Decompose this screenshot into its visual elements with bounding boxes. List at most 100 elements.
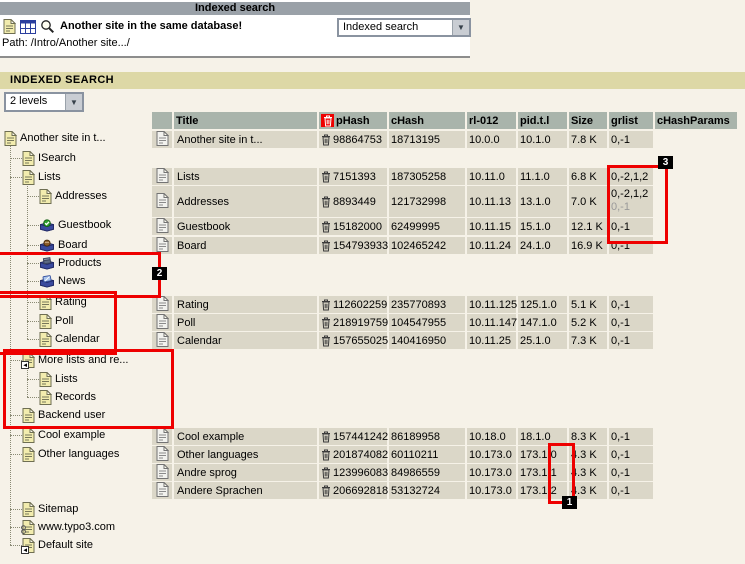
delete-icon[interactable] xyxy=(321,171,331,183)
tree-line xyxy=(27,178,28,339)
tree-item-cool-example[interactable]: Cool example xyxy=(22,427,105,443)
document-icon xyxy=(156,480,169,500)
tree-item-isearch[interactable]: ISearch xyxy=(22,150,76,166)
products-icon xyxy=(39,256,55,270)
row-rl012: 10.11.0 xyxy=(467,168,516,185)
tree-item-default-site[interactable]: Default site xyxy=(21,537,93,554)
chevron-down-icon: ▼ xyxy=(452,20,469,35)
row-grlist: 0,-1 xyxy=(609,482,653,499)
column-header-label: Size xyxy=(571,114,594,127)
tree-item-calendar[interactable]: Calendar xyxy=(39,331,100,347)
row-rl012: 10.11.15 xyxy=(467,218,516,235)
delete-icon[interactable] xyxy=(321,335,331,347)
row-page-icon-cell xyxy=(152,312,172,331)
delete-icon[interactable] xyxy=(321,240,331,252)
page-icon xyxy=(39,331,52,347)
tree-item-lists[interactable]: Lists xyxy=(39,371,78,387)
page-icon xyxy=(22,501,35,517)
delete-icon[interactable] xyxy=(321,449,331,461)
column-header-label: pid.t.l xyxy=(520,114,550,127)
tree-item-other-languages[interactable]: Other languages xyxy=(22,446,119,462)
tree-item-lists[interactable]: Lists xyxy=(22,169,61,185)
row-phash: 8893449 xyxy=(319,186,387,217)
row-page-icon-cell xyxy=(152,166,172,185)
delete-icon[interactable] xyxy=(321,485,331,497)
delete-icon[interactable] xyxy=(321,299,331,311)
row-rl012: 10.11.13 xyxy=(467,186,516,217)
delete-icon[interactable] xyxy=(321,431,331,443)
tree-connector xyxy=(10,415,24,416)
row-page-icon-cell xyxy=(152,235,172,255)
row-grlist: 0,-1 xyxy=(609,428,653,445)
tree-connector xyxy=(27,379,41,380)
document-icon xyxy=(156,235,169,255)
row-chash: 53132724 xyxy=(389,482,465,499)
row-chash: 62499995 xyxy=(389,218,465,235)
annotation-label-3: 3 xyxy=(658,156,673,169)
tree-connector xyxy=(27,321,41,322)
annotation-label-2: 2 xyxy=(152,267,167,280)
row-rl012: 10.11.125 xyxy=(467,296,517,313)
row-pidtl: 18.1.0 xyxy=(518,428,567,445)
row-phash: 123996083 xyxy=(319,464,388,481)
tree-item-another-site-in-t[interactable]: Another site in t... xyxy=(4,130,106,146)
tree-item-records[interactable]: Records xyxy=(39,389,96,405)
page-title: Another site in the same database! xyxy=(60,20,243,32)
tree-item-www-typo3-com[interactable]: www.typo3.com xyxy=(21,519,115,535)
column-header-label: pHash xyxy=(336,114,370,127)
row-phash: 98864753 xyxy=(319,131,387,148)
row-title: Another site in t... xyxy=(174,131,317,148)
page-icon xyxy=(39,389,52,405)
page-icon xyxy=(22,446,35,462)
document-icon xyxy=(156,426,169,446)
module-title-bar: Indexed search xyxy=(0,2,470,15)
delete-icon[interactable] xyxy=(321,134,331,146)
tree-item-label: Records xyxy=(55,391,96,403)
tree-connector xyxy=(27,281,41,282)
page-icon xyxy=(39,188,52,204)
row-chash: 60110211 xyxy=(389,446,465,463)
tree-item-sitemap[interactable]: Sitemap xyxy=(22,501,78,517)
delete-icon[interactable] xyxy=(321,317,331,329)
tree-item-guestbook[interactable]: Guestbook xyxy=(39,217,111,233)
page-icon xyxy=(22,150,35,166)
tree-item-news[interactable]: News xyxy=(39,273,86,289)
tree-item-board[interactable]: Board xyxy=(39,237,87,253)
page-icon xyxy=(39,371,52,387)
row-chash: 102465242 xyxy=(389,237,465,254)
delete-all-marker[interactable] xyxy=(321,114,334,127)
row-page-icon-cell xyxy=(152,186,172,217)
tree-item-rating[interactable]: Rating xyxy=(39,294,87,310)
row-rl012: 10.11.25 xyxy=(467,332,516,349)
record-list-icon[interactable] xyxy=(20,19,36,37)
magnifier-icon[interactable] xyxy=(40,19,55,37)
tree-connector xyxy=(27,245,41,246)
depth-select[interactable]: 2 levels ▼ xyxy=(4,92,84,112)
row-chash: 235770893 xyxy=(389,296,465,313)
tree-item-addresses[interactable]: Addresses xyxy=(39,188,107,204)
tree-item-products[interactable]: Products xyxy=(39,255,101,271)
delete-icon[interactable] xyxy=(321,467,331,479)
row-size: 7.0 K xyxy=(569,186,607,217)
delete-icon[interactable] xyxy=(321,221,331,233)
delete-icon[interactable] xyxy=(321,196,331,208)
row-grlist: 0,-1 xyxy=(609,464,653,481)
row-phash: 157441242 xyxy=(319,428,388,445)
page-icon[interactable] xyxy=(3,18,17,37)
row-size: 8.3 K xyxy=(569,428,607,445)
row-title: Poll xyxy=(174,314,317,331)
tree-item-backend-user[interactable]: Backend user xyxy=(22,407,105,423)
row-page-icon-cell xyxy=(152,294,172,313)
row-grlist: 0,-1 xyxy=(609,131,653,148)
section-title: INDEXED SEARCH xyxy=(0,72,745,89)
module-function-select-value: Indexed search xyxy=(343,21,419,33)
column-header-grlist: grlist xyxy=(609,112,653,129)
row-pidtl: 10.1.0 xyxy=(518,131,567,148)
row-phash: 218919759 xyxy=(319,314,388,331)
row-title: Rating xyxy=(174,296,317,313)
tree-item-poll[interactable]: Poll xyxy=(39,313,73,329)
page-icon xyxy=(22,169,35,185)
row-rl012: 10.11.24 xyxy=(467,237,516,254)
module-function-select[interactable]: Indexed search ▼ xyxy=(337,18,471,37)
column-header-chash: cHash xyxy=(389,112,465,129)
